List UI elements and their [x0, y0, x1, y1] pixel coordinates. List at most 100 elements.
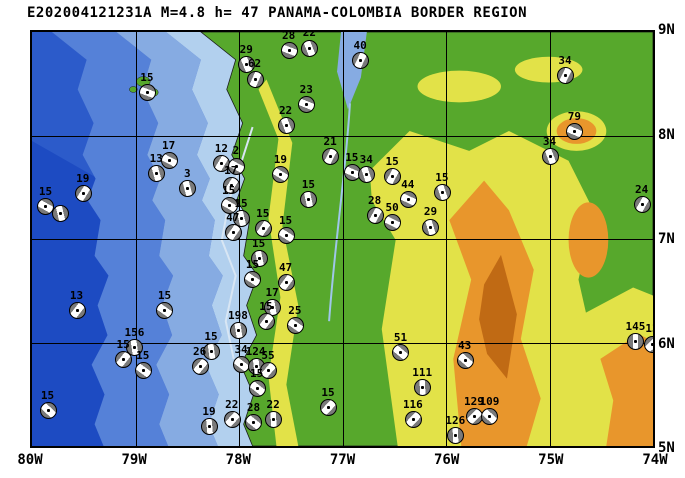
- beachball-icon: [254, 219, 272, 237]
- depth-label: 28: [282, 30, 296, 42]
- beachball-icon: [227, 157, 245, 175]
- lon-tick-label: 78W: [225, 452, 251, 468]
- depth-label: 28: [367, 194, 382, 208]
- depth-label: 3: [183, 167, 191, 181]
- plot-title: E202004121231A M=4.8 h= 47 PANAMA-COLOMB…: [27, 5, 528, 21]
- depth-label: 19: [76, 172, 90, 186]
- beachball-icon: [465, 407, 483, 425]
- beachball-icon: [557, 67, 575, 85]
- depth-label: 15: [252, 236, 266, 250]
- beachball-icon: [627, 333, 645, 351]
- depth-label: 15: [345, 150, 359, 164]
- beachball-icon: [272, 165, 290, 183]
- beachball-icon: [203, 342, 221, 360]
- beachball-icon: [447, 426, 465, 444]
- beachball-icon: [286, 316, 304, 334]
- beachball-icon: [68, 302, 86, 320]
- lon-tick-label: 76W: [434, 452, 460, 468]
- beachball-icon: [366, 207, 384, 225]
- depth-label: 47: [278, 261, 293, 275]
- lon-tick-label: 80W: [17, 452, 43, 468]
- lon-tick-label: 79W: [121, 452, 147, 468]
- depth-label: 40: [353, 38, 367, 52]
- beachball-icon: [352, 51, 370, 69]
- depth-label: 22: [225, 397, 239, 411]
- depth-label: 198: [228, 308, 248, 322]
- depth-label: 17: [161, 139, 176, 153]
- depth-label: 29: [239, 42, 253, 56]
- depth-label: 34: [359, 152, 373, 166]
- grid-line-parallel: [32, 239, 653, 240]
- beachball-icon: [51, 205, 69, 223]
- beachball-icon: [384, 214, 402, 232]
- beachball-icon: [300, 190, 318, 208]
- beachball-icon: [399, 190, 417, 208]
- depth-label: 13: [645, 322, 653, 336]
- depth-label: 116: [402, 397, 423, 411]
- map-frame: 15 29 62 28 22 40 23 22 34 79 34 21 15 34 15 44 15 28 50 29…: [30, 30, 655, 448]
- depth-label: 15: [222, 183, 236, 197]
- depth-label: 15: [116, 337, 130, 351]
- beachball-icon: [224, 223, 242, 241]
- beachball-icon: [200, 418, 218, 436]
- depth-label: 145: [625, 320, 646, 334]
- depth-label: 156: [124, 325, 145, 339]
- beachball-icon: [481, 407, 499, 425]
- grid-line-parallel: [32, 135, 653, 137]
- depth-label: 25: [288, 303, 302, 317]
- beachball-icon: [404, 411, 422, 429]
- beachball-icon: [74, 185, 92, 203]
- depth-label: 50: [385, 201, 399, 215]
- beachball-icon: [277, 117, 295, 135]
- beachball-icon: [222, 177, 240, 195]
- beachball-icon: [126, 338, 144, 356]
- beachball-icon: [384, 167, 402, 185]
- lat-tick-label: 6N: [658, 335, 675, 352]
- depth-label: 17: [224, 164, 238, 178]
- depth-label: 15: [321, 385, 335, 399]
- depth-label: 109: [479, 394, 500, 408]
- depth-label: 15: [157, 289, 172, 303]
- beachball-icon: [301, 39, 319, 57]
- beachball-icon: [633, 195, 651, 213]
- grid-line-parallel: [32, 342, 653, 344]
- depth-label: 21: [323, 135, 337, 149]
- beachball-icon: [134, 362, 152, 380]
- depth-label: 23: [299, 83, 313, 97]
- depth-label: 15: [245, 258, 260, 272]
- beachball-icon: [392, 343, 410, 361]
- beachball-icon: [148, 164, 166, 182]
- depth-label: 15: [301, 177, 315, 191]
- depth-label: 34: [542, 135, 557, 149]
- depth-label: 22: [278, 104, 293, 118]
- depth-label: 29: [423, 205, 438, 219]
- beachball-icon: [115, 351, 133, 369]
- beachball-icon: [138, 84, 156, 102]
- beachball-icon: [265, 411, 283, 429]
- beachball-icon: [320, 398, 337, 416]
- beachball-icon: [250, 249, 268, 267]
- depth-label: 13: [149, 151, 163, 165]
- beachball-icon: [39, 401, 57, 419]
- depth-label: 28: [246, 401, 261, 415]
- depth-label: 15: [249, 366, 264, 380]
- beachball-icon: [238, 56, 256, 74]
- depth-label: 15: [385, 154, 399, 168]
- depth-label: 62: [247, 57, 262, 71]
- beachball-icon: [422, 218, 440, 236]
- beachball-icon: [244, 271, 262, 289]
- lat-tick-label: 7N: [658, 231, 675, 247]
- depth-label: 79: [567, 110, 581, 124]
- beachball-icon: [160, 152, 178, 170]
- beachball-icon: [245, 414, 263, 432]
- depth-label: 124: [245, 345, 266, 359]
- depth-label: 47: [226, 210, 240, 224]
- beachball-icon: [259, 362, 277, 380]
- lat-tick-label: 5N: [658, 440, 675, 456]
- depth-label: 126: [445, 413, 466, 427]
- beachball-icon: [322, 148, 340, 166]
- beachball-icon: [433, 184, 451, 202]
- beachball-icon: [191, 358, 209, 376]
- beachball-icon: [566, 123, 584, 141]
